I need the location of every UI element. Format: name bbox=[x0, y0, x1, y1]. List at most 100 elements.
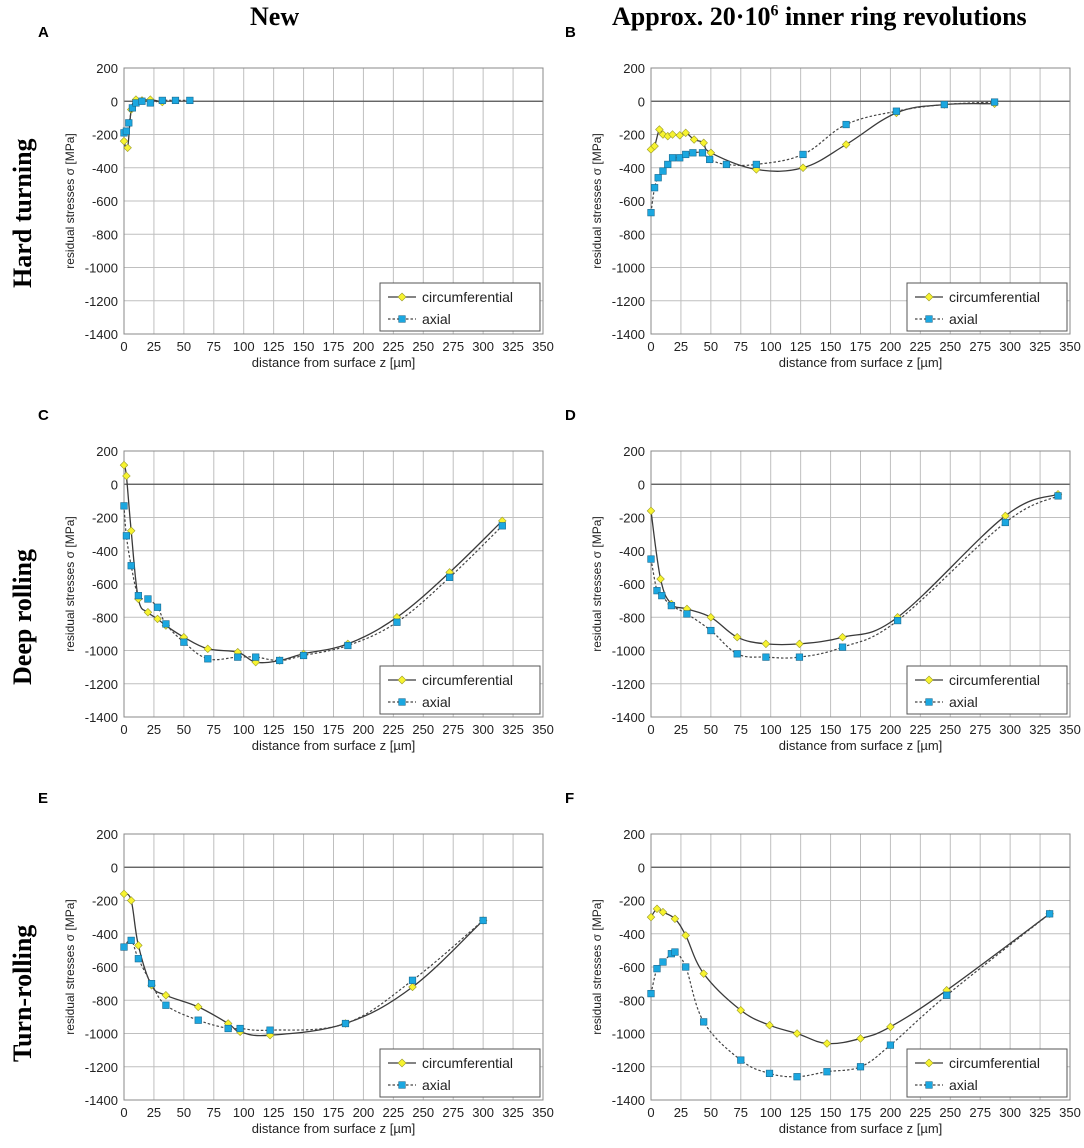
y-tick-label: -1200 bbox=[612, 677, 645, 692]
x-tick-label: 100 bbox=[760, 339, 782, 354]
y-tick-label: -1200 bbox=[85, 294, 118, 309]
panel-letter-d: D bbox=[565, 407, 576, 424]
legend-label-axial: axial bbox=[949, 311, 978, 327]
x-tick-label: 150 bbox=[820, 1105, 842, 1120]
plot-frame bbox=[123, 833, 544, 1101]
legend-box bbox=[906, 282, 1068, 332]
chart-panel-a: 0 25 50 75 100 125 150 175 200 225 250 275 300 325 350… bbox=[63, 61, 554, 370]
axial-point bbox=[158, 96, 166, 105]
axial-point bbox=[682, 963, 690, 971]
axial-point bbox=[659, 958, 667, 966]
x-tick-label: 250 bbox=[939, 1105, 961, 1120]
axial-point bbox=[194, 1016, 202, 1024]
x-tick-label: 325 bbox=[1029, 722, 1051, 737]
x-tick-label: 0 bbox=[647, 722, 654, 737]
axial-point bbox=[664, 160, 672, 169]
x-tick-label: 225 bbox=[910, 339, 932, 354]
x-tick-label: 200 bbox=[880, 722, 902, 737]
y-tick-label: -200 bbox=[92, 894, 118, 909]
legend-label-circumferential: circumferential bbox=[422, 289, 513, 305]
x-tick-label: 75 bbox=[734, 1105, 748, 1120]
axial-point bbox=[722, 160, 731, 169]
circumferential-point bbox=[193, 1002, 203, 1012]
y-tick-label: -600 bbox=[92, 960, 118, 975]
x-tick-label: 25 bbox=[674, 722, 688, 737]
legend-label-circumferential: circumferential bbox=[949, 289, 1040, 305]
circumferential-point bbox=[838, 632, 847, 642]
circumferential-point bbox=[650, 141, 659, 151]
legend-label-axial: axial bbox=[949, 1077, 978, 1093]
axial-point bbox=[122, 127, 130, 135]
legend-marker-circumferential bbox=[397, 1058, 407, 1068]
axial-point bbox=[765, 1069, 774, 1077]
legend: circumferential axial bbox=[379, 1048, 541, 1098]
axial-point bbox=[147, 980, 156, 988]
x-tick-label: 200 bbox=[353, 339, 375, 354]
circumferential-point bbox=[822, 1039, 832, 1048]
circumferential-point bbox=[681, 128, 690, 138]
y-axis-label: residual stresses σ [MPa] bbox=[63, 133, 77, 268]
x-axis-label: distance from surface z [µm] bbox=[252, 355, 416, 370]
chart-panel-e: 0 25 50 75 100 125 150 175 200 225 250 275 300 325 350… bbox=[63, 827, 554, 1136]
panel-letter-f: F bbox=[565, 790, 575, 807]
panel-letter-e: E bbox=[38, 790, 49, 807]
legend-label-axial: axial bbox=[422, 1077, 451, 1093]
axial-point bbox=[795, 653, 804, 661]
axial-line bbox=[650, 495, 1059, 659]
x-tick-label: 125 bbox=[263, 722, 285, 737]
x-tick-label: 325 bbox=[1029, 339, 1051, 354]
axial-point bbox=[162, 1001, 170, 1009]
x-tick-label: 350 bbox=[1059, 339, 1081, 354]
x-tick-label: 50 bbox=[704, 1105, 718, 1120]
x-tick-label: 225 bbox=[383, 1105, 405, 1120]
y-tick-label: -200 bbox=[92, 511, 118, 526]
x-tick-label: 325 bbox=[502, 339, 524, 354]
chart-panel-f: 0 25 50 75 100 125 150 175 200 225 250 275 300 325 350… bbox=[590, 827, 1081, 1136]
circumferential-point bbox=[798, 163, 808, 172]
axial-point bbox=[892, 107, 901, 115]
circumferential-point bbox=[765, 1020, 774, 1030]
x-tick-label: 0 bbox=[647, 1105, 654, 1120]
x-tick-label: 200 bbox=[353, 722, 375, 737]
legend-marker-axial bbox=[398, 698, 406, 706]
axial-point bbox=[659, 167, 667, 175]
axial-point bbox=[134, 955, 142, 963]
axial-point bbox=[127, 562, 135, 570]
x-tick-label: 75 bbox=[734, 339, 748, 354]
axial-point bbox=[162, 620, 170, 628]
x-tick-label: 150 bbox=[820, 722, 842, 737]
circumferential-point bbox=[668, 130, 677, 139]
y-tick-label: 0 bbox=[638, 477, 645, 492]
circumferential-point bbox=[761, 639, 771, 649]
x-tick-label: 325 bbox=[502, 722, 524, 737]
legend-marker-circumferential bbox=[924, 292, 934, 302]
y-tick-label: 0 bbox=[111, 94, 118, 109]
y-tick-label: 0 bbox=[638, 860, 645, 875]
y-tick-label: -1400 bbox=[85, 327, 118, 342]
y-axis-label: residual stresses σ [MPa] bbox=[590, 899, 604, 1034]
axial-point bbox=[647, 555, 655, 563]
y-tick-label: -600 bbox=[619, 960, 645, 975]
axial-point bbox=[676, 154, 684, 162]
axial-point bbox=[1054, 492, 1062, 500]
x-tick-label: 300 bbox=[472, 339, 494, 354]
axial-point bbox=[700, 1018, 708, 1026]
x-tick-label: 350 bbox=[532, 1105, 554, 1120]
y-axis-label: residual stresses σ [MPa] bbox=[590, 133, 604, 268]
axial-point bbox=[146, 99, 154, 107]
column-title-suffix: inner ring revolutions bbox=[778, 2, 1027, 31]
circumferential-line bbox=[650, 493, 1059, 646]
axial-point bbox=[122, 532, 130, 540]
axial-point bbox=[706, 155, 714, 164]
legend-marker-circumferential bbox=[397, 675, 407, 685]
panel-letter-c: C bbox=[38, 407, 49, 424]
x-tick-label: 100 bbox=[233, 339, 255, 354]
x-tick-label: 350 bbox=[532, 722, 554, 737]
axial-point bbox=[737, 1056, 745, 1064]
axial-point bbox=[252, 653, 260, 661]
circumferential-point bbox=[656, 574, 665, 584]
y-tick-label: -200 bbox=[619, 128, 645, 143]
x-tick-label: 225 bbox=[383, 722, 405, 737]
y-tick-label: -1200 bbox=[85, 677, 118, 692]
y-tick-label: -400 bbox=[92, 161, 118, 176]
